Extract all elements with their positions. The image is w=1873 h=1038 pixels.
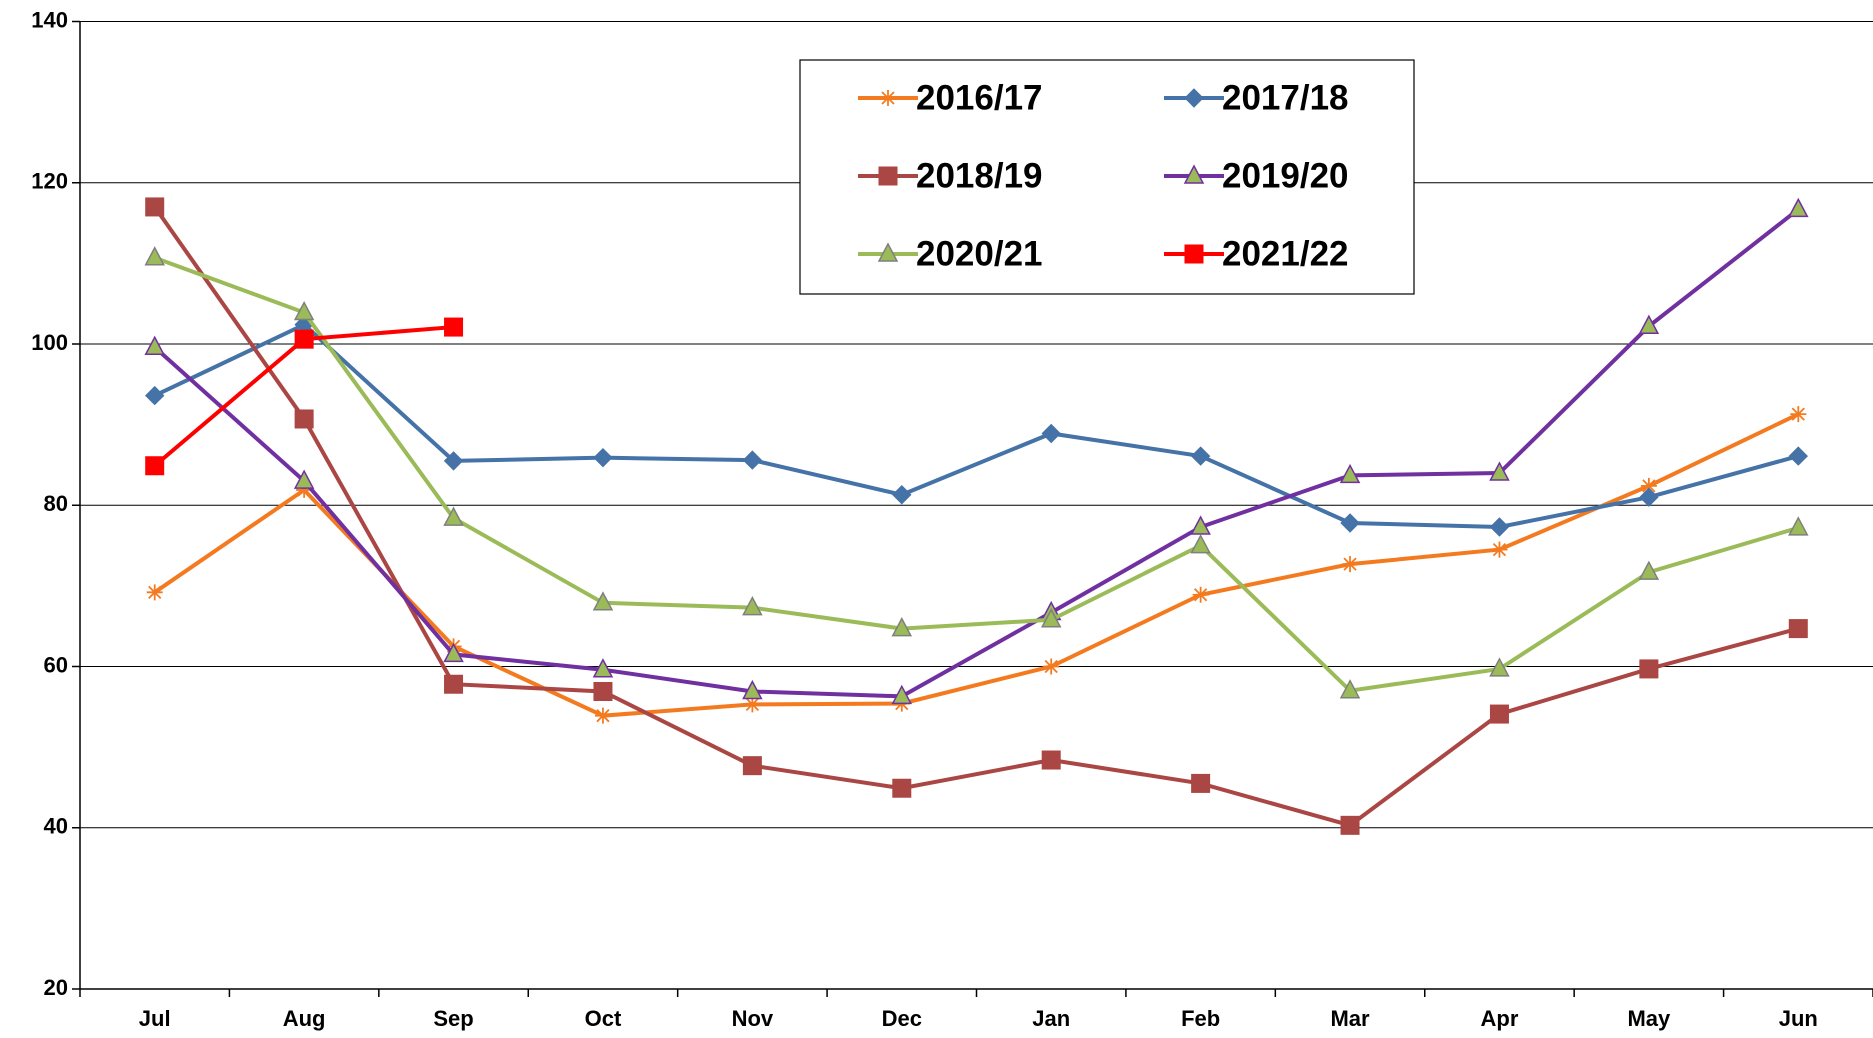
- x-tick-label: Apr: [1481, 1006, 1519, 1031]
- data-point: [593, 447, 613, 468]
- data-point: [1788, 619, 1808, 639]
- data-point: [1339, 463, 1361, 484]
- legend-label: 2020/21: [916, 234, 1043, 273]
- data-point: [1190, 446, 1211, 466]
- data-point: [891, 684, 913, 705]
- x-tick-label: Jan: [1032, 1006, 1070, 1031]
- legend-label: 2021/22: [1222, 234, 1349, 273]
- series-line: [153, 205, 1799, 828]
- data-point: [891, 617, 913, 637]
- legend-marker: [1184, 244, 1204, 264]
- x-tick-label: Sep: [433, 1006, 473, 1031]
- x-tick-label: May: [1627, 1006, 1671, 1031]
- data-point: [1040, 608, 1062, 628]
- data-point: [1639, 659, 1659, 679]
- data-point: [444, 317, 464, 337]
- data-point: [1041, 423, 1061, 444]
- x-tick-label: Jul: [139, 1006, 171, 1031]
- y-tick-label: 120: [31, 169, 68, 194]
- legend-label: 2019/20: [1222, 156, 1349, 195]
- legend-label: 2016/17: [916, 78, 1043, 117]
- legend-marker: [878, 166, 898, 186]
- data-point: [1640, 477, 1657, 494]
- data-point: [744, 696, 761, 713]
- legend-label: 2017/18: [1222, 78, 1349, 117]
- data-point: [144, 335, 165, 355]
- data-point: [1639, 487, 1659, 507]
- data-point: [293, 469, 315, 489]
- y-tick-label: 100: [31, 330, 68, 355]
- data-point: [1041, 750, 1061, 770]
- data-point: [145, 385, 165, 406]
- data-point: [1043, 658, 1060, 675]
- x-tick-label: Oct: [585, 1006, 622, 1031]
- series-line: [153, 207, 1800, 699]
- data-point: [1190, 533, 1211, 554]
- series-line: [153, 322, 1799, 530]
- data-point: [593, 681, 613, 701]
- legend-label: 2018/19: [916, 156, 1043, 195]
- data-point: [1489, 704, 1509, 724]
- y-tick-label: 80: [44, 491, 68, 516]
- x-tick-label: Feb: [1181, 1006, 1220, 1031]
- data-point: [296, 481, 313, 498]
- data-point: [1342, 556, 1359, 573]
- data-point: [1489, 461, 1510, 481]
- legend-marker: [880, 90, 896, 106]
- data-point: [144, 246, 165, 266]
- series-line: [153, 412, 1800, 718]
- data-point: [443, 642, 464, 663]
- data-point: [742, 679, 763, 700]
- data-point: [1638, 560, 1660, 580]
- data-point: [1340, 815, 1360, 835]
- data-point: [742, 596, 763, 616]
- data-point: [443, 451, 464, 471]
- data-point: [1638, 314, 1660, 335]
- data-point: [892, 485, 912, 505]
- data-point: [293, 300, 315, 321]
- data-point: [294, 329, 314, 349]
- x-tick-label: Mar: [1330, 1006, 1370, 1031]
- data-point: [1788, 446, 1808, 466]
- series-line: [154, 255, 1799, 693]
- data-point: [892, 778, 912, 798]
- x-tick-label: Nov: [732, 1006, 774, 1031]
- x-tick-label: Dec: [882, 1006, 922, 1031]
- data-point: [1339, 679, 1361, 699]
- legend: 2016/17 2017/18 2018/19 2019/20 2020/21 2021/…: [799, 59, 1415, 295]
- y-tick-label: 20: [44, 975, 68, 1000]
- x-tick-label: Aug: [283, 1006, 326, 1031]
- y-tick-label: 140: [31, 7, 68, 32]
- data-point: [145, 456, 165, 476]
- data-point: [592, 658, 614, 678]
- data-point: [592, 591, 614, 611]
- x-tick-label: Jun: [1779, 1006, 1818, 1031]
- legend-marker: [877, 242, 899, 262]
- y-tick-label: 60: [44, 652, 68, 677]
- data-point: [1489, 657, 1510, 677]
- legend-marker: [1184, 88, 1204, 108]
- data-point: [444, 674, 464, 694]
- y-tick-label: 40: [44, 814, 68, 839]
- data-point: [742, 450, 763, 470]
- data-point: [1790, 406, 1807, 423]
- data-point: [1489, 517, 1510, 537]
- legend-marker: [1183, 164, 1205, 184]
- data-point: [443, 506, 464, 526]
- data-point: [742, 756, 762, 776]
- data-point: [1788, 516, 1809, 536]
- data-point: [1491, 541, 1508, 558]
- data-point: [1340, 513, 1360, 533]
- data-point: [294, 409, 314, 429]
- data-point: [1788, 197, 1809, 218]
- data-point: [594, 707, 611, 724]
- data-point: [146, 584, 163, 601]
- data-point: [1191, 773, 1211, 793]
- data-point: [1192, 586, 1209, 603]
- data-point: [145, 197, 165, 217]
